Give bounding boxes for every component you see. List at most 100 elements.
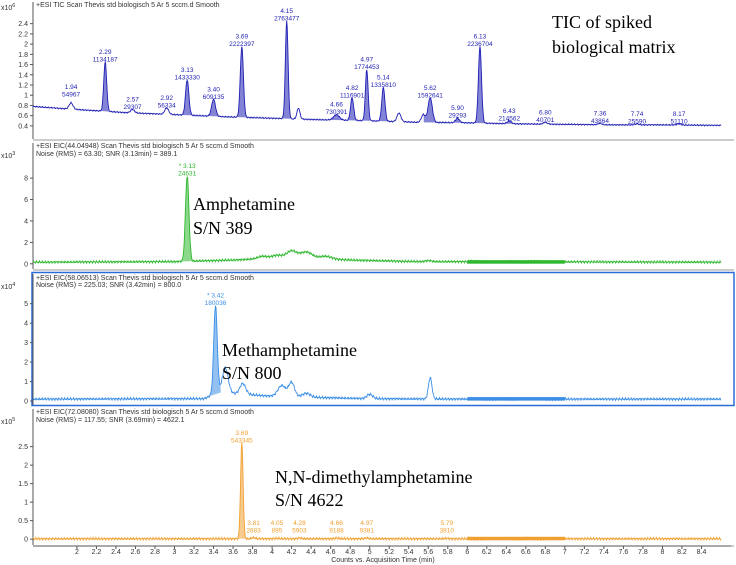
y-tick-label: 2.4 — [18, 21, 28, 28]
peak-label-rt: 6.80 — [539, 109, 552, 116]
x-axis: 2 2.2 2.4 2.6 2.8 3 3.2 3.4 3.6 3.8 4 4.2 4.4 4.6 4.8 5… — [33, 545, 731, 556]
peak-label-area: 9188 — [329, 528, 344, 535]
peak-label-rt: 4.05 — [271, 520, 284, 527]
peak-label-area: 56334 — [158, 103, 176, 110]
x-tick-label: 5.4 — [404, 549, 414, 556]
noise-window-marker — [467, 260, 565, 264]
x-tick-label: 7 — [563, 549, 567, 556]
peak-label-rt: 5.90 — [451, 105, 464, 112]
peak-label-area: 9381 — [360, 528, 375, 535]
y-scale-exponent: x106 — [1, 3, 15, 12]
y-tick-label: 2 — [24, 463, 28, 470]
x-tick-label: 8.2 — [677, 549, 687, 556]
x-tick-label: 2.8 — [150, 549, 160, 556]
y-tick-label: 0 — [24, 261, 28, 268]
y-tick-label: 1 — [24, 500, 28, 507]
peak-label-area: 51110 — [670, 118, 687, 125]
peak-label-area: 5903 — [292, 528, 307, 535]
panel-annotation-line: S/N 800 — [222, 363, 282, 383]
peak-label-rt: 3.69 — [236, 34, 249, 41]
peak-label-rt: 7.74 — [631, 111, 644, 118]
y-tick-label: 2.5 — [18, 444, 28, 451]
peak-label-area: 43864 — [591, 118, 609, 125]
y-tick-label: 1 — [24, 379, 28, 386]
peak-label-area: 1433330 — [175, 74, 201, 81]
y-tick-label: 0.6 — [18, 113, 28, 120]
y-tick-label: 5 — [24, 301, 28, 308]
panel-header: +ESI TIC Scan Thevis std biologisch 5 Ar… — [36, 2, 220, 9]
panel-noise-readout: Noise (RMS) = 63.30; SNR (3.13min) = 389… — [36, 151, 177, 158]
x-tick-label: 6.2 — [482, 549, 492, 556]
y-scale-exponent-power: 4 — [12, 282, 15, 288]
peak-label-rt: * 3.13 — [179, 163, 196, 170]
y-tick-label: 1.2 — [18, 83, 28, 90]
x-tick-label: 3.6 — [228, 549, 238, 556]
x-tick-label: 5 — [368, 549, 372, 556]
peak-label-rt: 6.43 — [503, 108, 516, 115]
panel-annotation-line: S/N 4622 — [275, 490, 344, 510]
x-tick-label: 4 — [270, 549, 274, 556]
x-tick-label: 6.6 — [521, 549, 531, 556]
panel-annotation-line: Amphetamine — [193, 194, 295, 214]
peak-label-rt: 4.97 — [360, 520, 373, 527]
y-tick-label: 6 — [24, 197, 28, 204]
x-tick-label: 8.4 — [697, 549, 707, 556]
chromatogram-panel-1: +ESI TIC Scan Thevis std biologisch 5 Ar… — [1, 2, 734, 141]
x-tick-label: 2.4 — [111, 549, 121, 556]
peak-label-area: 3810 — [440, 528, 455, 535]
x-tick-label: 8 — [660, 549, 664, 556]
y-scale-exponent: x105 — [1, 417, 15, 426]
peak-label-rt: 5.62 — [424, 85, 437, 92]
peak-label-rt: 2.57 — [126, 97, 139, 104]
peak-label-rt: 5.79 — [440, 520, 453, 527]
peak-label-area: 1134187 — [93, 57, 118, 64]
peak-label-area: 24631 — [178, 170, 196, 177]
y-tick-label: 3 — [24, 340, 28, 347]
panel-annotation-line: S/N 389 — [193, 218, 253, 238]
panel-noise-readout: Noise (RMS) = 225.03; SNR (3.42min) = 80… — [36, 282, 181, 289]
peak-label-area: 2222397 — [229, 41, 255, 48]
panel-header: +ESI EIC(44.04948) Scan Thevis std biolo… — [36, 143, 254, 150]
x-tick-label: 2.2 — [92, 549, 102, 556]
panel-header: +ESI EIC(72.08080) Scan Thevis std biolo… — [36, 409, 254, 416]
panel-annotation-line: Methamphetamine — [222, 340, 357, 360]
y-tick-label: 1.6 — [18, 62, 28, 69]
y-tick-label: 1.8 — [18, 52, 28, 59]
y-tick-label: 1.5 — [18, 481, 28, 488]
x-tick-label: 2 — [75, 549, 79, 556]
panel-header: +ESI EIC(58.06513) Scan Thevis std biolo… — [36, 275, 254, 282]
peak-label-area: 40701 — [536, 117, 554, 124]
x-tick-label: 4.6 — [326, 549, 336, 556]
y-scale-exponent-power: 3 — [12, 151, 15, 157]
x-tick-label: 5.2 — [384, 549, 394, 556]
panel-annotation-line: TIC of spiked — [552, 12, 652, 32]
y-scale-exponent-power: 5 — [12, 417, 15, 423]
y-tick-label: 1 — [24, 93, 28, 100]
panel-annotation-line: biological matrix — [552, 37, 675, 57]
chromatogram-panel-3: +ESI EIC(58.06513) Scan Thevis std biolo… — [1, 271, 735, 407]
panel-noise-readout: Noise (RMS) = 117.55; SNR (3.69min) = 46… — [36, 417, 185, 424]
peak-label-rt: 4.28 — [293, 520, 306, 527]
peak-label-area: 54967 — [62, 91, 80, 98]
x-tick-label: 4.8 — [345, 549, 355, 556]
peak-label-rt: 7.36 — [594, 110, 607, 117]
chromatogram-trace — [32, 442, 722, 542]
x-tick-label: 7.2 — [580, 549, 590, 556]
selected-panel-frame — [31, 271, 735, 407]
peak-label-area: 1774453 — [354, 64, 380, 71]
y-tick-label: 0 — [24, 399, 28, 406]
x-tick-label: 3.4 — [209, 549, 219, 556]
x-tick-label: 6 — [465, 549, 469, 556]
peak-label-area: 1116901 — [340, 92, 365, 99]
x-tick-label: 3 — [173, 549, 177, 556]
y-tick-label: 0.4 — [18, 123, 28, 130]
y-tick-label: 1.4 — [18, 72, 28, 79]
peak-label-area: 895 — [272, 528, 283, 535]
y-tick-label: 2 — [24, 360, 28, 367]
x-tick-label: 5.8 — [443, 549, 453, 556]
peak-label-area: 1335810 — [371, 82, 397, 89]
chromatogram-trace — [32, 304, 722, 402]
chromatogram-panel-4: +ESI EIC(72.08080) Scan Thevis std biolo… — [1, 409, 734, 547]
x-tick-label: 3.2 — [189, 549, 199, 556]
x-tick-label: 5.6 — [423, 549, 433, 556]
